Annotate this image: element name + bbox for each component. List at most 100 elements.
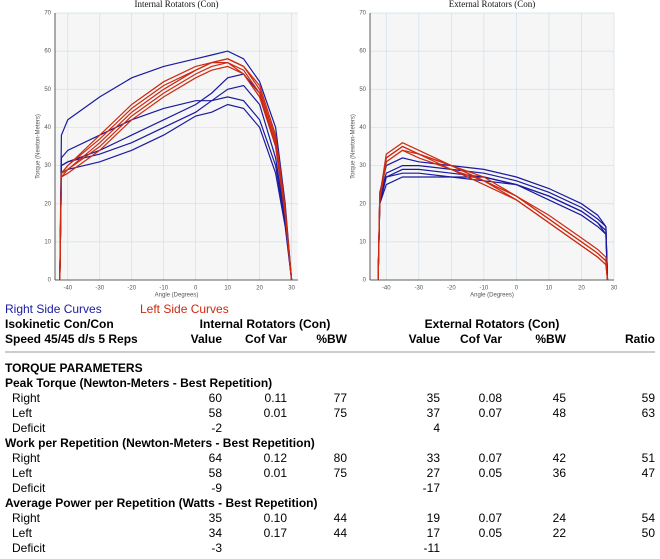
cell: 77 <box>334 391 348 405</box>
x-axis-label: Angle (Degrees) <box>470 293 514 299</box>
cell: 0.07 <box>479 406 503 420</box>
deficit-cell: -17 <box>423 481 441 495</box>
x-axis-label: Angle (Degrees) <box>155 293 199 299</box>
curve <box>377 149 609 281</box>
cell: 35 <box>427 391 441 405</box>
table-title: Isokinetic Con/Con <box>5 317 114 331</box>
deficit-cell: -3 <box>211 541 222 555</box>
section-heading: Average Power per Repetition (Watts - Be… <box>5 496 318 510</box>
y-tick-label: 60 <box>359 49 366 55</box>
x-tick-label: 30 <box>288 286 295 292</box>
section-title: TORQUE PARAMETERS <box>5 361 143 375</box>
y-tick-label: 50 <box>359 87 366 93</box>
y-tick-label: 10 <box>359 239 366 245</box>
x-tick-label: 10 <box>546 286 553 292</box>
row-label: Left <box>12 466 33 480</box>
y-tick-label: 10 <box>44 239 51 245</box>
row-label: Left <box>12 406 33 420</box>
y-tick-label: 20 <box>44 201 51 207</box>
column-header: Ratio <box>625 332 655 346</box>
cell: 58 <box>209 406 223 420</box>
deficit-cell: 4 <box>433 421 440 435</box>
y-tick-label: 70 <box>44 11 51 17</box>
cell: 22 <box>553 526 567 540</box>
column-header: Value <box>409 332 441 346</box>
cell: 0.01 <box>264 466 288 480</box>
cell: 50 <box>642 526 656 540</box>
cell: 37 <box>427 406 441 420</box>
group-header: External Rotators (Con) <box>425 317 560 331</box>
x-tick-label: -10 <box>159 286 168 292</box>
x-tick-label: 0 <box>515 286 519 292</box>
legend-label: Right Side Curves <box>5 302 102 316</box>
curve <box>59 50 293 281</box>
cell: 0.17 <box>264 526 288 540</box>
y-tick-label: 0 <box>48 278 52 284</box>
x-tick-label: -30 <box>95 286 104 292</box>
cell: 64 <box>209 451 223 465</box>
y-tick-label: 0 <box>363 278 367 284</box>
cell: 48 <box>553 406 567 420</box>
row-label: Right <box>12 511 41 525</box>
x-tick-label: -40 <box>63 286 72 292</box>
cell: 44 <box>334 526 348 540</box>
group-header: Internal Rotators (Con) <box>200 317 331 331</box>
row-label: Deficit <box>12 421 46 435</box>
cell: 58 <box>209 466 223 480</box>
curve <box>377 142 609 281</box>
legend-label: Left Side Curves <box>140 302 229 316</box>
y-axis-label: Torque (Newton-Meters) <box>36 114 42 179</box>
y-tick-label: 30 <box>44 163 51 169</box>
cell: 17 <box>427 526 441 540</box>
x-tick-label: -20 <box>447 286 456 292</box>
curve <box>59 65 293 281</box>
column-header: Value <box>191 332 223 346</box>
curve <box>59 58 293 281</box>
column-header: Cof Var <box>460 332 502 346</box>
row-label: Right <box>12 451 41 465</box>
cell: 47 <box>642 466 656 480</box>
cell: 42 <box>553 451 567 465</box>
cell: 0.10 <box>264 511 288 525</box>
chart-title: Internal Rotators (Con) <box>135 0 219 9</box>
cell: 33 <box>427 451 441 465</box>
curve <box>59 103 293 281</box>
y-axis-label: Torque (Newton-Meters) <box>351 114 357 179</box>
curve <box>377 165 609 281</box>
curve <box>377 157 609 281</box>
cell: 63 <box>642 406 656 420</box>
cell: 54 <box>642 511 656 525</box>
cell: 0.07 <box>479 511 503 525</box>
cell: 0.08 <box>479 391 503 405</box>
chart-title: External Rotators (Con) <box>449 0 535 9</box>
cell: 24 <box>553 511 567 525</box>
y-tick-label: 20 <box>359 201 366 207</box>
section-heading: Peak Torque (Newton-Meters - Best Repeti… <box>5 376 272 390</box>
cell: 75 <box>334 466 348 480</box>
y-tick-label: 30 <box>359 163 366 169</box>
table-title: Speed 45/45 d/s 5 Reps <box>5 332 138 346</box>
cell: 44 <box>334 511 348 525</box>
deficit-cell: -2 <box>211 421 222 435</box>
y-tick-label: 70 <box>359 11 366 17</box>
cell: 19 <box>427 511 441 525</box>
cell: 51 <box>642 451 656 465</box>
row-label: Right <box>12 391 41 405</box>
x-tick-label: 0 <box>194 286 198 292</box>
deficit-cell: -11 <box>424 541 441 555</box>
curve <box>377 145 609 281</box>
column-header: %BW <box>316 332 347 346</box>
cell: 0.01 <box>264 406 288 420</box>
cell: 35 <box>209 511 223 525</box>
column-header: %BW <box>535 332 566 346</box>
cell: 34 <box>209 526 223 540</box>
cell: 0.05 <box>479 466 503 480</box>
cell: 0.12 <box>264 451 288 465</box>
cell: 59 <box>642 391 656 405</box>
deficit-cell: -9 <box>211 481 222 495</box>
plot-area <box>370 13 614 280</box>
curve <box>59 96 293 281</box>
x-tick-label: -20 <box>127 286 136 292</box>
